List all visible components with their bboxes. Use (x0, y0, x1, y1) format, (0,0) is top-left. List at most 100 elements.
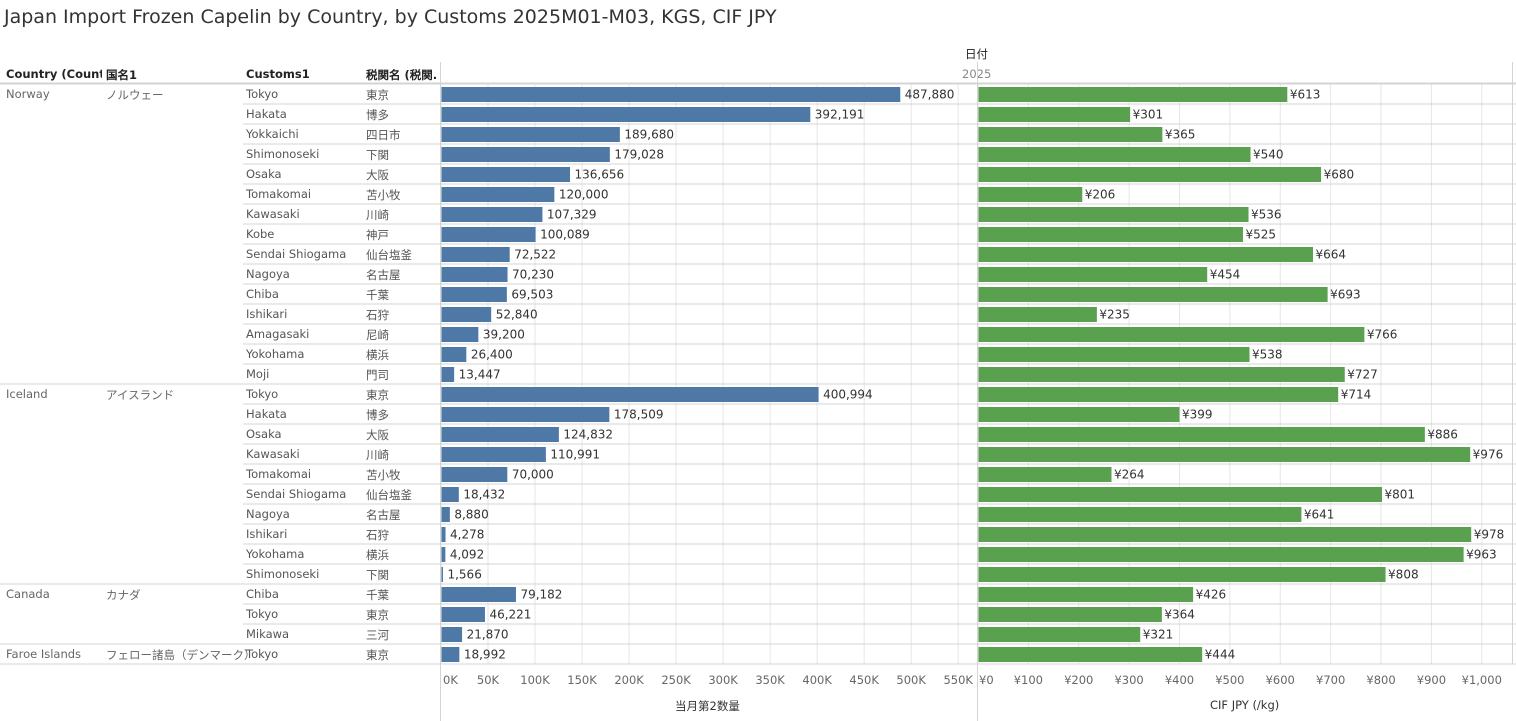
cif-tick-label: ¥600 (1266, 673, 1295, 687)
customs-label[interactable]: Shimonoseki (246, 567, 320, 581)
country-label[interactable]: Iceland (6, 387, 48, 401)
qty-bar (441, 87, 901, 102)
zeikan-label[interactable]: 苫小牧 (366, 188, 401, 202)
zeikan-label[interactable]: 仙台塩釜 (366, 488, 412, 502)
customs-label[interactable]: Yokohama (246, 347, 305, 361)
cif-bar (978, 247, 1314, 262)
customs-label[interactable]: Chiba (246, 287, 279, 301)
header-country[interactable]: Country (Count.. (6, 67, 102, 81)
customs-label[interactable]: Osaka (246, 167, 282, 181)
zeikan-label[interactable]: 千葉 (366, 588, 389, 602)
customs-label[interactable]: Sendai Shiogama (246, 247, 347, 261)
zeikan-label[interactable]: 大阪 (366, 428, 389, 442)
kuni-label[interactable]: アイスランド (106, 388, 175, 402)
kuni-label[interactable]: フェロー諸島（デンマーク） (106, 648, 256, 662)
header-customs[interactable]: Customs1 (246, 67, 310, 81)
customs-label[interactable]: Kawasaki (246, 447, 300, 461)
zeikan-label[interactable]: 東京 (366, 648, 389, 662)
qty-value-label: 13,447 (459, 368, 501, 382)
qty-bar (441, 447, 546, 462)
cif-value-label: ¥641 (1304, 508, 1335, 522)
kuni-label[interactable]: ノルウェー (106, 88, 164, 102)
zeikan-label[interactable]: 三河 (366, 628, 389, 642)
zeikan-label[interactable]: 東京 (366, 608, 389, 622)
customs-label[interactable]: Nagoya (246, 267, 290, 281)
country-label[interactable]: Canada (6, 587, 50, 601)
zeikan-label[interactable]: 千葉 (366, 288, 389, 302)
cif-value-label: ¥206 (1085, 188, 1116, 202)
header-kuni[interactable]: 国名1 (106, 68, 138, 82)
customs-label[interactable]: Moji (246, 367, 270, 381)
customs-label[interactable]: Hakata (246, 107, 287, 121)
customs-label[interactable]: Kawasaki (246, 207, 300, 221)
customs-label[interactable]: Amagasaki (246, 327, 310, 341)
zeikan-label[interactable]: 大阪 (366, 168, 389, 182)
zeikan-label[interactable]: 尼崎 (366, 328, 389, 342)
customs-label[interactable]: Chiba (246, 587, 279, 601)
customs-label[interactable]: Tokyo (246, 607, 279, 621)
customs-label[interactable]: Osaka (246, 427, 282, 441)
customs-label[interactable]: Nagoya (246, 507, 290, 521)
zeikan-label[interactable]: 名古屋 (366, 268, 401, 282)
zeikan-label[interactable]: 仙台塩釜 (366, 248, 412, 262)
cif-bar (978, 447, 1471, 462)
zeikan-label[interactable]: 博多 (366, 408, 389, 422)
cif-value-label: ¥714 (1341, 388, 1372, 402)
qty-value-label: 70,000 (512, 468, 554, 482)
header-year[interactable]: 2025 (962, 67, 992, 81)
zeikan-label[interactable]: 東京 (366, 88, 389, 102)
zeikan-label[interactable]: 四日市 (366, 128, 401, 142)
qty-value-label: 4,278 (450, 528, 484, 542)
customs-label[interactable]: Mikawa (246, 627, 290, 641)
kuni-label[interactable]: カナダ (106, 588, 141, 602)
zeikan-label[interactable]: 名古屋 (366, 508, 401, 522)
qty-value-label: 21,870 (467, 628, 509, 642)
zeikan-label[interactable]: 石狩 (366, 308, 389, 322)
country-label[interactable]: Norway (6, 87, 50, 101)
country-label[interactable]: Faroe Islands (6, 647, 82, 661)
zeikan-label[interactable]: 石狩 (366, 528, 389, 542)
qty-value-label: 120,000 (559, 188, 609, 202)
qty-value-label: 8,880 (454, 508, 488, 522)
cif-value-label: ¥808 (1388, 568, 1419, 582)
qty-bar (441, 507, 450, 522)
customs-label[interactable]: Ishikari (246, 527, 288, 541)
customs-label[interactable]: Hakata (246, 407, 287, 421)
zeikan-label[interactable]: 神戸 (366, 228, 389, 242)
qty-bar (441, 547, 446, 562)
customs-label[interactable]: Yokohama (246, 547, 305, 561)
header-date-group[interactable]: 日付 (965, 47, 988, 61)
customs-label[interactable]: Tomakomai (246, 187, 312, 201)
zeikan-label[interactable]: 苫小牧 (366, 468, 401, 482)
cif-value-label: ¥801 (1385, 488, 1416, 502)
customs-label[interactable]: Tokyo (246, 647, 279, 661)
zeikan-label[interactable]: 下関 (366, 148, 389, 162)
customs-label[interactable]: Shimonoseki (246, 147, 320, 161)
customs-label[interactable]: Ishikari (246, 307, 288, 321)
customs-label[interactable]: Sendai Shiogama (246, 487, 347, 501)
qty-tick-label: 300K (708, 673, 738, 687)
cif-value-label: ¥444 (1205, 648, 1236, 662)
zeikan-label[interactable]: 門司 (366, 368, 389, 382)
zeikan-label[interactable]: 博多 (366, 108, 389, 122)
qty-tick-label: 0K (443, 673, 458, 687)
customs-label[interactable]: Tokyo (246, 87, 279, 101)
qty-value-label: 100,089 (540, 228, 590, 242)
customs-label[interactable]: Yokkaichi (246, 127, 299, 141)
customs-label[interactable]: Tokyo (246, 387, 279, 401)
cif-value-label: ¥264 (1114, 468, 1145, 482)
zeikan-label[interactable]: 川崎 (366, 208, 389, 222)
zeikan-label[interactable]: 横浜 (366, 348, 389, 362)
zeikan-label[interactable]: 東京 (366, 388, 389, 402)
zeikan-label[interactable]: 横浜 (366, 548, 389, 562)
header-zeikan[interactable]: 税関名 (税関.. (366, 68, 438, 82)
zeikan-label[interactable]: 下関 (366, 568, 389, 582)
customs-label[interactable]: Tomakomai (246, 467, 312, 481)
cif-value-label: ¥536 (1251, 208, 1282, 222)
cif-bar (978, 227, 1243, 242)
qty-bar (441, 647, 460, 662)
customs-label[interactable]: Kobe (246, 227, 275, 241)
qty-value-label: 52,840 (496, 308, 538, 322)
zeikan-label[interactable]: 川崎 (366, 448, 389, 462)
